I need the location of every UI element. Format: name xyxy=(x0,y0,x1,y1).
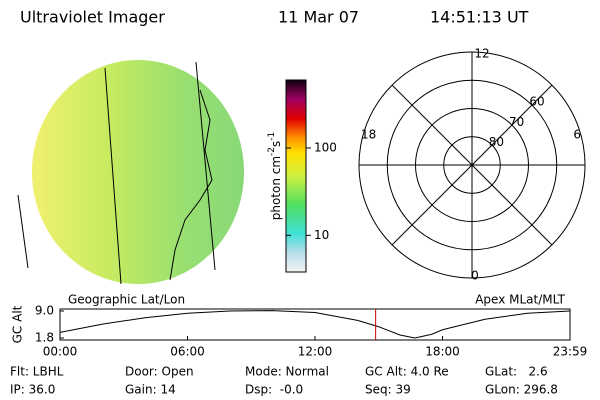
timeline-right-title: Apex MLat/MLT xyxy=(475,293,565,307)
colorbar-frame xyxy=(285,79,307,273)
status-field: Seq: 39 xyxy=(365,383,411,397)
x-tick-label: 00:00 xyxy=(43,345,78,359)
polar-ring-label: 60 xyxy=(529,94,544,108)
x-tick-label: 18:00 xyxy=(425,345,460,359)
polar-ring xyxy=(415,108,529,222)
polar-ring xyxy=(386,79,558,251)
status-field: IP: 36.0 xyxy=(10,383,55,397)
colorbar-tick-label: 100 xyxy=(314,140,337,154)
timeline-frame xyxy=(59,308,571,341)
polar-ring-label: 80 xyxy=(489,135,504,149)
status-field: Gain: 14 xyxy=(125,383,176,397)
polar-mlt-label: 6 xyxy=(573,128,581,142)
polar-mlt-label: 0 xyxy=(471,269,479,283)
status-field: GC Alt: 4.0 Re xyxy=(365,365,449,379)
status-field: Door: Open xyxy=(125,365,194,379)
status-field: Flt: LBHL xyxy=(10,365,64,379)
earth-image xyxy=(17,60,244,285)
polar-ring-label: 70 xyxy=(509,115,524,129)
status-field: GLon: 296.8 xyxy=(485,383,558,397)
colorbar-tick-label: 10 xyxy=(314,228,329,242)
x-tick-label: 06:00 xyxy=(170,345,205,359)
y-tick-label: 1.8 xyxy=(35,331,54,345)
colorbar xyxy=(286,80,306,272)
y-tick-label: 9.0 xyxy=(35,304,54,318)
x-tick-label: 12:00 xyxy=(298,345,333,359)
timeline-left-title: Geographic Lat/Lon xyxy=(68,293,185,307)
gc-alt-line xyxy=(59,310,571,339)
status-field: Dsp: -0.0 xyxy=(245,383,303,397)
colorbar-label: photon cm-2s-1 xyxy=(267,132,283,221)
x-tick-label: 23:59 xyxy=(553,345,588,359)
title: Ultraviolet Imager xyxy=(20,8,165,27)
date: 11 Mar 07 xyxy=(278,8,359,27)
timeline-ylabel: GC Alt xyxy=(11,305,25,343)
polar-diagonal xyxy=(391,84,553,246)
status-field: GLat: 2.6 xyxy=(485,365,548,379)
time: 14:51:13 UT xyxy=(430,8,529,27)
status-field: Mode: Normal xyxy=(245,365,329,379)
polar-ring xyxy=(443,136,501,194)
polar-mlt-label: 12 xyxy=(474,47,489,61)
polar-mlt-label: 18 xyxy=(361,128,376,142)
